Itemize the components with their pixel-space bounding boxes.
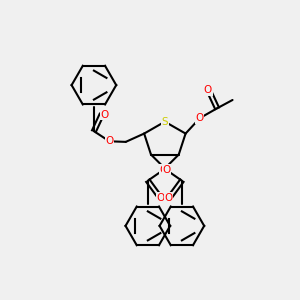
Text: O: O: [196, 113, 204, 123]
Text: O: O: [100, 110, 109, 119]
Text: O: O: [105, 136, 113, 146]
Text: S: S: [161, 117, 168, 127]
Text: O: O: [159, 165, 167, 175]
Text: O: O: [162, 165, 170, 175]
Text: O: O: [204, 85, 212, 95]
Text: O: O: [165, 193, 173, 202]
Text: O: O: [157, 193, 165, 202]
